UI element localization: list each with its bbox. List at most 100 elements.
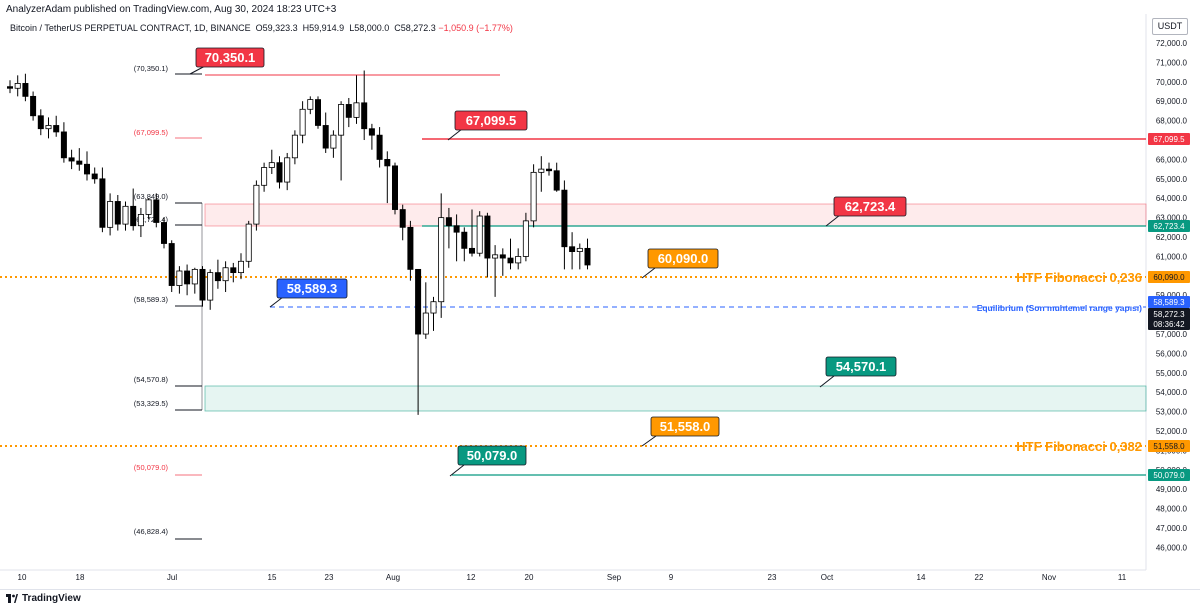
candle-body-up <box>14 83 21 89</box>
axis-tag-58589-text: 58,589.3 <box>1153 298 1185 307</box>
axis-tag-60090-text: 60,090.0 <box>1153 273 1185 282</box>
footer-bar <box>0 589 1200 610</box>
symbol-name[interactable]: Bitcoin / TetherUS PERPETUAL CONTRACT, 1… <box>10 23 251 33</box>
candle <box>530 164 537 228</box>
candle-body-down <box>376 134 383 160</box>
candle-body-down <box>453 225 460 233</box>
candle <box>99 167 106 233</box>
callout-50079: 50,079.0 <box>449 445 527 477</box>
candle <box>160 217 167 249</box>
candle <box>430 296 437 331</box>
candle-body-up <box>145 199 152 215</box>
candle <box>14 75 21 97</box>
candle <box>191 267 198 294</box>
candle <box>207 269 214 310</box>
candle <box>222 261 229 293</box>
tradingview-brand: TradingView <box>22 593 81 604</box>
candle <box>284 152 291 191</box>
callout-62723-text: 62,723.4 <box>845 199 896 214</box>
candle <box>130 188 137 231</box>
candle-body-down <box>361 102 368 130</box>
candle <box>322 112 329 153</box>
fib-label-1: (70,350.1) <box>134 64 169 73</box>
price-tick-label: 72,000.0 <box>1156 39 1188 48</box>
candle <box>338 101 345 181</box>
axis-tag-50079-text: 50,079.0 <box>1153 471 1185 480</box>
htf-236-label: HTF Fibonacci 0,236 <box>1016 270 1142 285</box>
candle <box>37 109 44 136</box>
candle <box>22 73 29 102</box>
last-price-text: 58,272.3 <box>1153 310 1185 319</box>
candle-body-up <box>207 272 214 301</box>
candle <box>176 266 183 294</box>
candle-body-down <box>276 162 283 183</box>
candle-body-down <box>84 163 91 175</box>
candle-body-down <box>184 270 191 285</box>
candle <box>422 282 429 339</box>
time-tick-label: Sep <box>607 573 622 582</box>
price-tick-label: 53,000.0 <box>1156 408 1188 417</box>
candle <box>30 91 37 121</box>
candle <box>91 167 98 184</box>
candle-body-down <box>114 201 121 225</box>
candle <box>368 123 375 150</box>
candle <box>561 180 568 270</box>
candle-body-down <box>99 178 106 228</box>
candle <box>330 130 337 158</box>
candle-body-down <box>461 231 468 249</box>
candle-body-down <box>68 157 75 162</box>
price-tick-label: 66,000.0 <box>1156 155 1188 164</box>
axis-tag-58589: 58,589.3 <box>1148 296 1190 308</box>
fib-label-5: (58,589.3) <box>134 295 169 304</box>
low-value: L58,000.0 <box>349 23 390 33</box>
candle <box>76 148 83 171</box>
time-tick-label: 9 <box>669 573 674 582</box>
candle-body-down <box>314 99 321 126</box>
axis-tag-62723-text: 62,723.4 <box>1153 222 1185 231</box>
demand-zone <box>204 385 1147 412</box>
currency-button[interactable]: USDT <box>1152 18 1188 35</box>
fib-retracement <box>175 73 203 540</box>
candle <box>438 193 445 318</box>
fib-label-2: (67,099.5) <box>134 128 169 137</box>
candle <box>522 212 529 262</box>
candle-body-down <box>561 189 568 248</box>
supply-zone <box>204 203 1147 227</box>
fib-label-8: (50,079.0) <box>134 463 169 472</box>
fib-label-3: (63,849.0) <box>134 192 169 201</box>
candle-body-down <box>368 128 375 136</box>
time-axis[interactable]: 10 18 Jul 15 23 Aug 12 20 Sep 9 23 Oct 14 22 Nov 11 <box>18 573 1127 582</box>
candle <box>45 117 52 139</box>
candle-body-up <box>291 134 298 159</box>
time-tick-label: 14 <box>917 573 926 582</box>
time-tick-label: 18 <box>76 573 85 582</box>
fib-label-9: (46,828.4) <box>134 527 169 536</box>
callout-54570-text: 54,570.1 <box>836 359 887 374</box>
candle <box>499 248 506 276</box>
candle <box>137 207 144 238</box>
candlestick-series <box>7 70 591 415</box>
callout-60090: 60,090.0 <box>641 248 719 279</box>
price-tick-label: 70,000.0 <box>1156 78 1188 87</box>
price-tick-label: 48,000.0 <box>1156 505 1188 514</box>
candle-body-up <box>422 312 429 335</box>
candle-body-down <box>53 125 60 133</box>
candle <box>184 264 191 296</box>
candle-body-down <box>230 267 237 274</box>
time-tick-label: 15 <box>268 573 277 582</box>
candle <box>53 115 60 137</box>
candle-body-down <box>499 254 506 259</box>
candle-body-up <box>353 102 360 118</box>
candle <box>261 162 268 192</box>
open-value: O59,323.3 <box>255 23 298 33</box>
candle-body-down <box>160 222 167 244</box>
candle-body-up <box>338 104 345 136</box>
price-tick-label: 59,000.0 <box>1156 291 1188 300</box>
candle-body-up <box>576 247 583 252</box>
candle-body-down <box>7 86 13 89</box>
candle <box>268 149 275 174</box>
candle-body-down <box>399 209 406 228</box>
price-tick-label: 55,000.0 <box>1156 369 1188 378</box>
candle-body-down <box>76 160 83 165</box>
